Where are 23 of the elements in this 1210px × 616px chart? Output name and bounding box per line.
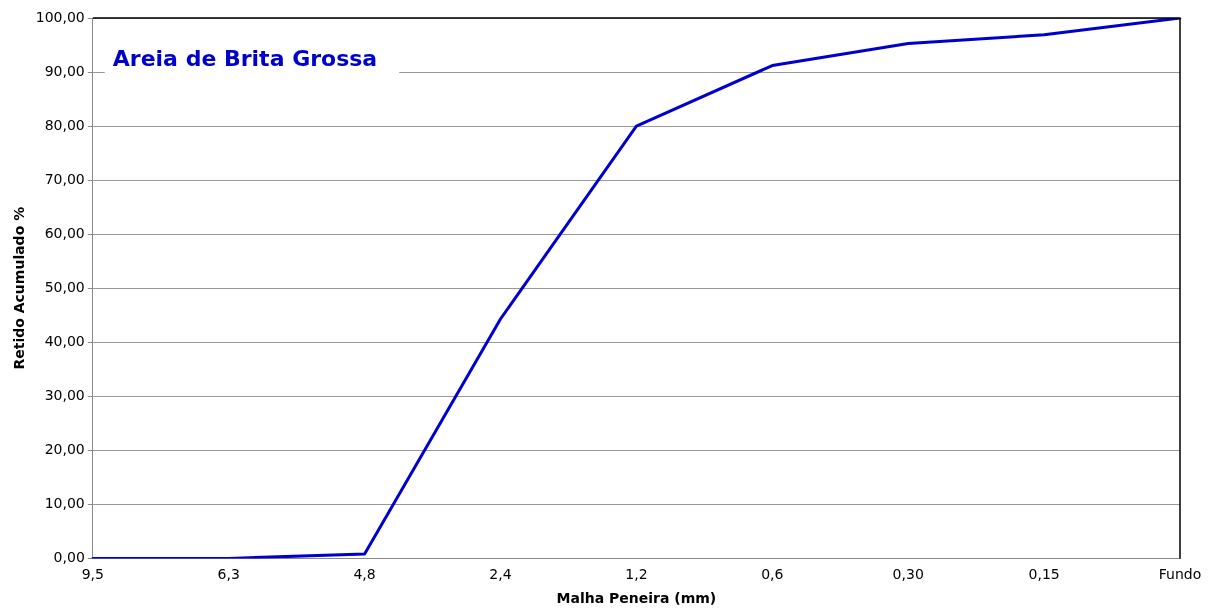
y-tick-label: 90,00 <box>44 62 85 79</box>
x-tick-label: 6,3 <box>217 566 240 583</box>
x-tick-label: 1,2 <box>625 566 648 583</box>
x-tick-label: Fundo <box>1158 566 1202 583</box>
y-tick-label: 20,00 <box>44 440 85 457</box>
y-tick-label: 80,00 <box>44 116 85 133</box>
y-tick-label: 60,00 <box>44 224 85 241</box>
y-tick-label: 30,00 <box>44 386 85 403</box>
text: Areia de Brita Grossa <box>112 45 378 71</box>
x-tick-label: 9,5 <box>81 566 104 583</box>
x-axis-title: Malha Peneira (mm) <box>556 590 717 607</box>
y-tick-label: 40,00 <box>44 332 85 349</box>
y-tick-label: 70,00 <box>44 170 85 187</box>
x-tick-label: 0,15 <box>1028 566 1060 583</box>
y-axis-title: Retido Acumulado % <box>11 206 28 370</box>
y-tick-label: 50,00 <box>44 278 85 295</box>
y-tick-label: 10,00 <box>44 495 85 511</box>
y-tick-label: 100,00 <box>35 8 85 25</box>
y-tick-label: 0,00 <box>53 549 85 566</box>
x-tick-label: 0,30 <box>892 566 924 583</box>
x-tick-label: 2,4 <box>489 566 512 583</box>
x-tick-label: 0,6 <box>761 566 784 583</box>
x-tick-label: 4,8 <box>353 566 376 583</box>
